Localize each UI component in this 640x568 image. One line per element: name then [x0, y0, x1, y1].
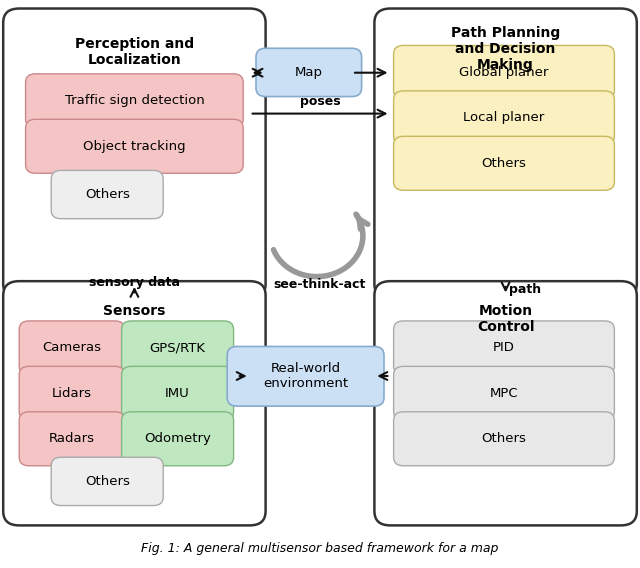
Text: Real-world
environment: Real-world environment [263, 362, 348, 390]
Text: Others: Others [84, 188, 130, 201]
FancyBboxPatch shape [26, 74, 243, 128]
FancyBboxPatch shape [19, 412, 125, 466]
FancyBboxPatch shape [51, 457, 163, 506]
Text: GPS/RTK: GPS/RTK [150, 341, 205, 354]
FancyBboxPatch shape [122, 321, 234, 375]
Text: Fig. 1: A general multisensor based framework for a map: Fig. 1: A general multisensor based fram… [141, 542, 499, 554]
Text: Traffic sign detection: Traffic sign detection [65, 94, 204, 107]
FancyBboxPatch shape [122, 366, 234, 420]
Text: Sensors: Sensors [103, 304, 166, 318]
FancyBboxPatch shape [394, 136, 614, 190]
Text: Path Planning
and Decision
Making: Path Planning and Decision Making [451, 26, 560, 72]
FancyBboxPatch shape [394, 321, 614, 375]
Text: path: path [509, 283, 541, 296]
Text: sensory data: sensory data [89, 275, 180, 289]
FancyBboxPatch shape [374, 9, 637, 298]
Text: see-think-act: see-think-act [274, 278, 366, 291]
FancyBboxPatch shape [394, 91, 614, 145]
FancyBboxPatch shape [227, 346, 384, 406]
Text: Global planer: Global planer [460, 66, 548, 79]
Text: Radars: Radars [49, 432, 95, 445]
Text: Object tracking: Object tracking [83, 140, 186, 153]
FancyBboxPatch shape [3, 9, 266, 298]
Text: Local planer: Local planer [463, 111, 545, 124]
Text: Others: Others [481, 432, 527, 445]
FancyBboxPatch shape [122, 412, 234, 466]
FancyBboxPatch shape [394, 45, 614, 99]
Text: Lidars: Lidars [52, 387, 92, 400]
FancyBboxPatch shape [256, 48, 362, 97]
Text: Others: Others [84, 475, 130, 488]
Text: Cameras: Cameras [42, 341, 102, 354]
FancyBboxPatch shape [19, 321, 125, 375]
FancyBboxPatch shape [26, 119, 243, 173]
Text: IMU: IMU [165, 387, 190, 400]
Text: Others: Others [481, 157, 527, 170]
Text: MPC: MPC [490, 387, 518, 400]
FancyBboxPatch shape [394, 412, 614, 466]
FancyBboxPatch shape [3, 281, 266, 525]
Text: Perception and
Localization: Perception and Localization [75, 37, 194, 67]
Text: PID: PID [493, 341, 515, 354]
Text: Motion
Control: Motion Control [477, 304, 534, 334]
Text: Odometry: Odometry [144, 432, 211, 445]
Text: poses: poses [300, 95, 340, 108]
Text: Map: Map [295, 66, 323, 79]
FancyBboxPatch shape [374, 281, 637, 525]
FancyBboxPatch shape [51, 170, 163, 219]
FancyBboxPatch shape [394, 366, 614, 420]
FancyBboxPatch shape [19, 366, 125, 420]
